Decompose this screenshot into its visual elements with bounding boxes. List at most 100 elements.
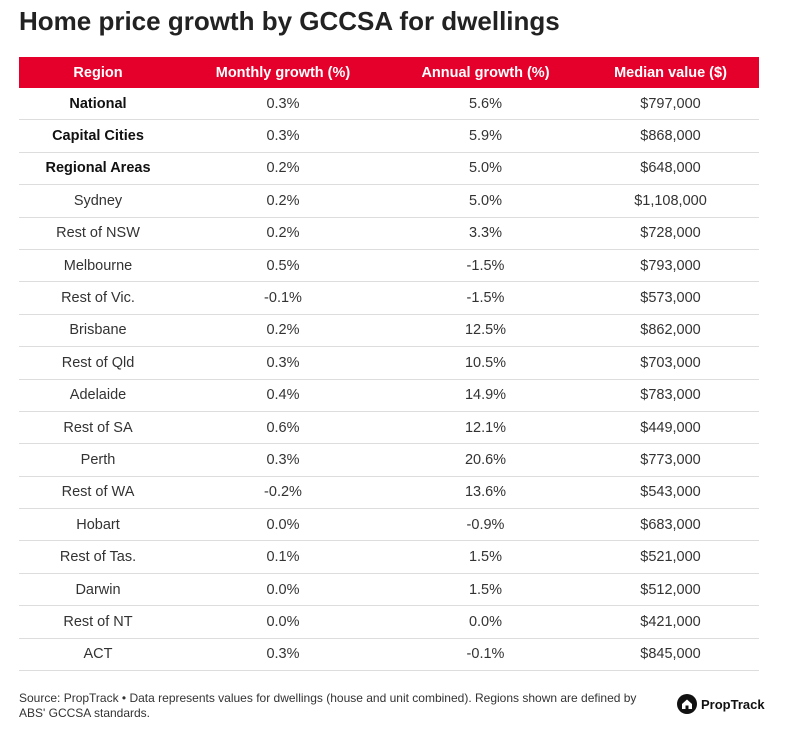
table-cell: Adelaide <box>19 379 177 412</box>
table-cell: -0.1% <box>389 638 582 672</box>
table-cell: -1.5% <box>389 281 582 315</box>
table-row: Adelaide 0.4% 14.9% $783,000 <box>19 379 759 412</box>
table-cell: $683,000 <box>582 508 759 542</box>
table-cell: 0.2% <box>177 314 389 348</box>
table-cell: 5.0% <box>389 184 582 218</box>
table-cell: -0.9% <box>389 508 582 542</box>
table-cell: 0.0% <box>389 605 582 639</box>
table-cell: Capital Cities <box>19 119 177 153</box>
table-cell: 12.1% <box>389 411 582 445</box>
column-header: Region <box>19 57 177 88</box>
table-cell: Rest of NT <box>19 605 177 639</box>
logo-text: PropTrack <box>701 696 765 712</box>
table-cell: Brisbane <box>19 314 177 348</box>
table-cell: Rest of WA <box>19 476 177 510</box>
table-row: Melbourne 0.5% -1.5% $793,000 <box>19 249 759 283</box>
table-cell: Sydney <box>19 184 177 218</box>
table-cell: 0.0% <box>177 508 389 542</box>
table-cell: $573,000 <box>582 281 759 315</box>
table-cell: 20.6% <box>389 443 582 477</box>
table-cell: 14.9% <box>389 379 582 412</box>
table-cell: $862,000 <box>582 314 759 348</box>
table-cell: $1,108,000 <box>582 184 759 218</box>
table-row: Rest of Vic. -0.1% -1.5% $573,000 <box>19 281 759 315</box>
table-row: Hobart 0.0% -0.9% $683,000 <box>19 508 759 542</box>
table-cell: 0.3% <box>177 443 389 477</box>
table-cell: 0.6% <box>177 411 389 445</box>
table-cell: $797,000 <box>582 88 759 121</box>
table-cell: 5.6% <box>389 88 582 121</box>
table-cell: 3.3% <box>389 217 582 250</box>
table-cell: $521,000 <box>582 540 759 574</box>
table-cell: 0.3% <box>177 638 389 672</box>
table-cell: Hobart <box>19 508 177 542</box>
table-cell: Melbourne <box>19 249 177 283</box>
table-cell: 12.5% <box>389 314 582 348</box>
header-row: Region Monthly growth (%) Annual growth (%… <box>19 57 759 88</box>
table-cell: 5.0% <box>389 152 582 186</box>
table-row: Brisbane 0.2% 12.5% $862,000 <box>19 314 759 348</box>
table-cell: 10.5% <box>389 346 582 380</box>
table-row: Rest of NT 0.0% 0.0% $421,000 <box>19 605 759 639</box>
title: Home price growth by GCCSA for dwellings <box>19 6 560 36</box>
column-header: Monthly growth (%) <box>177 57 389 88</box>
table-cell: 0.5% <box>177 249 389 283</box>
table-cell: 0.2% <box>177 152 389 186</box>
source-note: Source: PropTrack • Data represents valu… <box>19 691 637 720</box>
table-cell: Rest of Tas. <box>19 540 177 574</box>
table-cell: 0.0% <box>177 573 389 607</box>
table-cell: Rest of NSW <box>19 217 177 250</box>
column-header: Annual growth (%) <box>389 57 582 88</box>
table-cell: 0.2% <box>177 217 389 250</box>
table-cell: 1.5% <box>389 540 582 574</box>
table-cell: 0.1% <box>177 540 389 574</box>
table-cell: 0.3% <box>177 88 389 121</box>
table-cell: 0.3% <box>177 346 389 380</box>
table-row: Sydney 0.2% 5.0% $1,108,000 <box>19 184 759 218</box>
table-cell: 1.5% <box>389 573 582 607</box>
table-cell: -0.2% <box>177 476 389 510</box>
table-cell: $703,000 <box>582 346 759 380</box>
table-cell: $868,000 <box>582 119 759 153</box>
table-cell: $728,000 <box>582 217 759 250</box>
table-cell: 5.9% <box>389 119 582 153</box>
table-row: Rest of WA -0.2% 13.6% $543,000 <box>19 476 759 510</box>
table-row: ACT 0.3% -0.1% $845,000 <box>19 638 759 672</box>
table-row: Rest of Tas. 0.1% 1.5% $521,000 <box>19 540 759 574</box>
table-body: National 0.3% 5.6% $797,000 Capital Cities 0.… <box>19 88 759 672</box>
table-row: Rest of SA 0.6% 12.1% $449,000 <box>19 411 759 445</box>
table-row: Rest of NSW 0.2% 3.3% $728,000 <box>19 217 759 250</box>
table-cell: $783,000 <box>582 379 759 412</box>
table-cell: $512,000 <box>582 573 759 607</box>
table-cell: Darwin <box>19 573 177 607</box>
data-table: Region Monthly growth (%) Annual growth (%… <box>19 57 759 672</box>
table-cell: $773,000 <box>582 443 759 477</box>
table-row: Darwin 0.0% 1.5% $512,000 <box>19 573 759 607</box>
table-cell: 13.6% <box>389 476 582 510</box>
table-cell: ACT <box>19 638 177 672</box>
table-row: Capital Cities 0.3% 5.9% $868,000 <box>19 119 759 153</box>
table-cell: Perth <box>19 443 177 477</box>
table-cell: Rest of Vic. <box>19 281 177 315</box>
table-cell: Regional Areas <box>19 152 177 186</box>
table-cell: National <box>19 88 177 121</box>
table-cell: -1.5% <box>389 249 582 283</box>
table-row: Rest of Qld 0.3% 10.5% $703,000 <box>19 346 759 380</box>
table-cell: Rest of Qld <box>19 346 177 380</box>
table-row: National 0.3% 5.6% $797,000 <box>19 88 759 121</box>
table-row: Regional Areas 0.2% 5.0% $648,000 <box>19 152 759 186</box>
table-cell: $449,000 <box>582 411 759 445</box>
table-cell: Rest of SA <box>19 411 177 445</box>
table-cell: $793,000 <box>582 249 759 283</box>
table-cell: $845,000 <box>582 638 759 672</box>
table-cell: -0.1% <box>177 281 389 315</box>
logo: PropTrack <box>677 694 765 714</box>
table-cell: $648,000 <box>582 152 759 186</box>
table-cell: $421,000 <box>582 605 759 639</box>
table-row: Perth 0.3% 20.6% $773,000 <box>19 443 759 477</box>
table-cell: 0.2% <box>177 184 389 218</box>
table-cell: $543,000 <box>582 476 759 510</box>
table-cell: 0.3% <box>177 119 389 153</box>
table-cell: 0.0% <box>177 605 389 639</box>
